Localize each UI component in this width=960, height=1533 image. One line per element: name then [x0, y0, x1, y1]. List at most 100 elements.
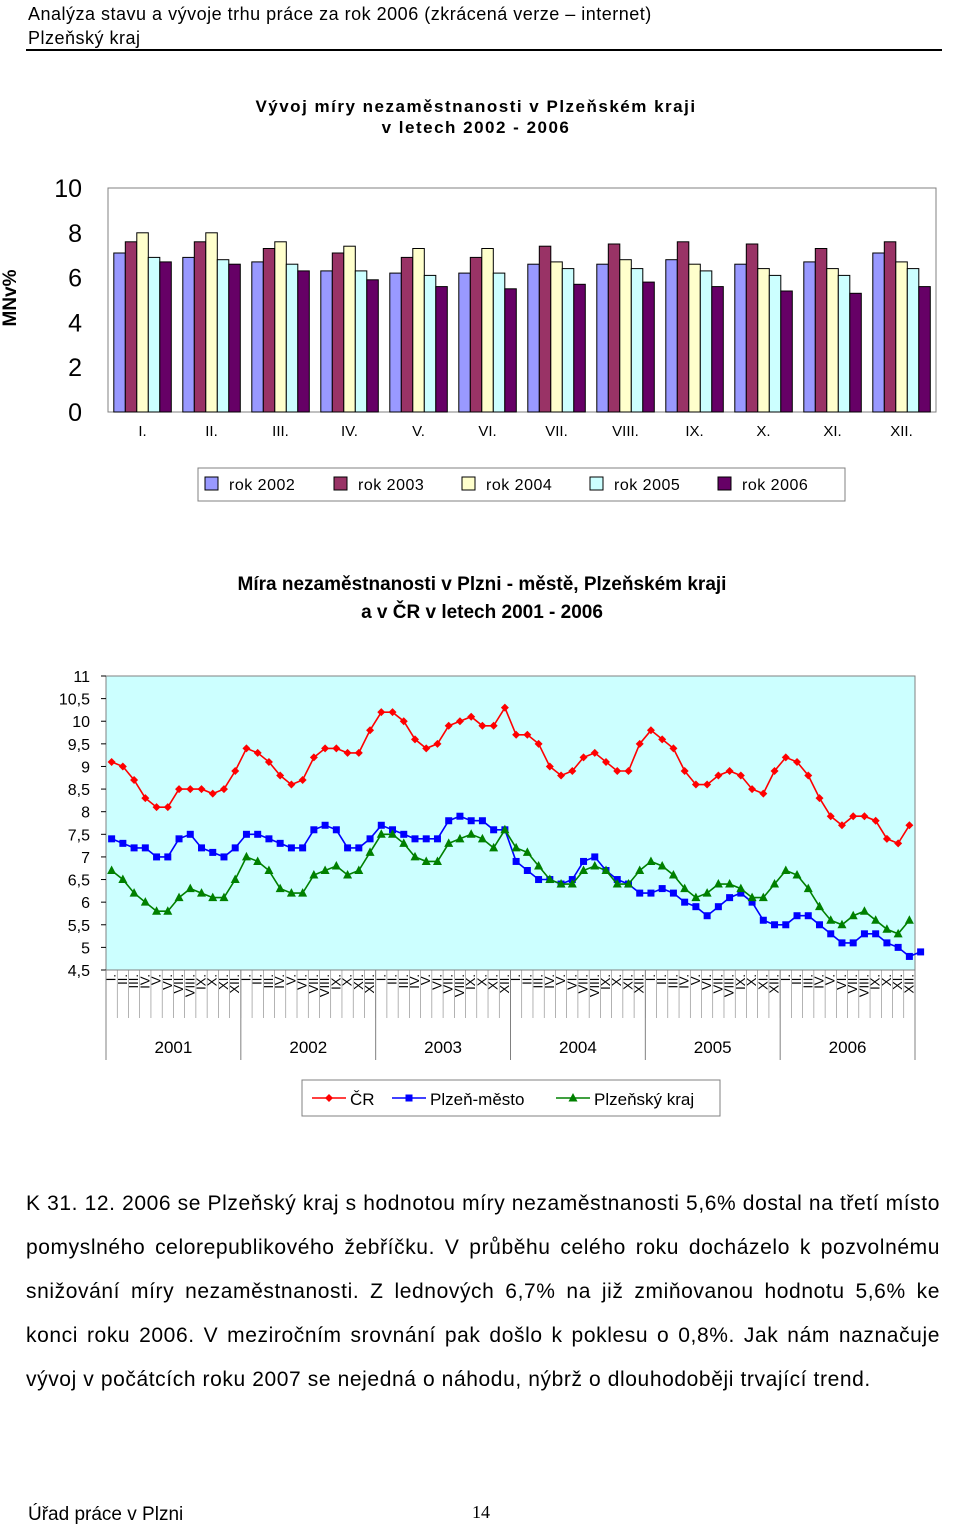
- bar: [504, 288, 517, 413]
- data-point: [759, 789, 768, 798]
- x-tick-label: VII.: [545, 423, 568, 440]
- data-point: [163, 906, 173, 915]
- data-point: [265, 835, 273, 843]
- legend-swatch: [589, 476, 604, 491]
- bar-chart: Vývoj míry nezaměstnanosti v Plzeňském k…: [0, 97, 937, 502]
- data-point: [692, 903, 700, 911]
- x-tick-label: V.: [412, 423, 425, 440]
- data-point: [444, 721, 453, 730]
- y-tick-label: 9: [81, 759, 90, 776]
- data-point: [185, 883, 195, 893]
- x-tick-label: XII.: [890, 423, 913, 440]
- data-point: [332, 826, 340, 834]
- data-point: [804, 771, 813, 780]
- header-line-1: Analýza stavu a vývoje trhu práce za rok…: [28, 4, 652, 24]
- data-point: [814, 901, 824, 911]
- y-tick-label: 8: [81, 805, 90, 822]
- month-label: XII.: [901, 974, 916, 994]
- data-point: [781, 753, 790, 762]
- data-point: [299, 844, 307, 852]
- data-point: [198, 844, 206, 852]
- data-point: [320, 865, 330, 874]
- bar: [630, 268, 644, 413]
- month-label: V.: [823, 974, 838, 985]
- month-label: XII.: [362, 974, 377, 994]
- data-point: [231, 766, 240, 775]
- x-tick-label: X.: [756, 423, 770, 440]
- data-point: [557, 771, 566, 780]
- month-label: XI.: [890, 974, 905, 990]
- data-point: [713, 879, 723, 888]
- data-point: [321, 821, 329, 829]
- month-label: VI.: [834, 974, 849, 990]
- data-point: [647, 889, 655, 897]
- data-point: [410, 735, 419, 744]
- data-point: [691, 780, 700, 789]
- legend-swatch: [333, 476, 348, 491]
- month-label: IV.: [272, 974, 287, 989]
- bar: [699, 270, 713, 413]
- data-point: [680, 766, 689, 775]
- y-tick-label: 11: [73, 669, 90, 686]
- month-label: I.: [373, 974, 388, 981]
- data-point: [276, 839, 284, 847]
- data-point: [119, 839, 127, 847]
- data-point: [535, 876, 543, 884]
- bar: [366, 279, 379, 413]
- bar: [803, 261, 816, 413]
- data-point: [512, 857, 520, 865]
- bar-legend: rok 2002 rok 2003 rok 2004 rok 2005 rok 2006: [197, 467, 846, 502]
- data-point: [770, 879, 780, 888]
- data-point: [612, 879, 622, 888]
- data-point: [793, 912, 801, 920]
- data-point: [164, 853, 172, 861]
- bar: [136, 232, 149, 413]
- paragraph-text: K 31. 12. 2006 se Plzeňský kraj s hodnot…: [26, 1192, 940, 1391]
- data-point: [702, 888, 712, 897]
- month-label: VII.: [710, 974, 725, 994]
- data-point: [422, 744, 431, 753]
- bar: [343, 245, 356, 413]
- data-point: [669, 744, 678, 753]
- bar: [354, 270, 368, 413]
- bar-chart-ylabel: MNv%: [0, 269, 21, 326]
- data-point: [500, 703, 509, 712]
- bar: [389, 272, 402, 413]
- line-legend: ČR Plzeň-město Plzeňský kraj: [301, 1079, 721, 1117]
- data-point: [792, 870, 802, 879]
- line-plot-area: 4,555,566,577,588,599,51010,511I.II.III.…: [59, 669, 925, 1060]
- data-point: [107, 757, 116, 766]
- plot-frame: [105, 675, 916, 971]
- data-point: [737, 889, 745, 897]
- data-point: [343, 870, 353, 879]
- bar: [193, 241, 207, 413]
- month-label: XII.: [227, 974, 242, 994]
- data-point: [658, 885, 666, 893]
- month-label: VII.: [441, 974, 456, 994]
- data-point: [366, 835, 374, 843]
- month-label: IV.: [407, 974, 422, 989]
- legend-label: rok 2004: [486, 477, 552, 494]
- data-point: [286, 888, 296, 897]
- data-point: [377, 708, 386, 717]
- data-point: [477, 833, 487, 843]
- data-point: [837, 919, 847, 929]
- data-point: [568, 1093, 578, 1102]
- data-point: [613, 766, 622, 775]
- data-point: [893, 928, 903, 938]
- data-point: [163, 803, 172, 812]
- year-label: 2004: [559, 1038, 597, 1057]
- data-point: [388, 708, 397, 717]
- data-point: [681, 898, 689, 906]
- series-line: [111, 705, 911, 845]
- month-label: XII.: [497, 974, 512, 994]
- bar-plot-area: 0 2 4 6 8 10 I. II. III. IV. V. VI. VII. VIII. IX. X. XI…: [54, 175, 937, 440]
- bar: [826, 268, 839, 413]
- legend-label: rok 2006: [742, 477, 808, 494]
- header-line-2: Plzeňský kraj: [28, 28, 141, 48]
- bar: [285, 263, 299, 413]
- data-point: [534, 860, 544, 870]
- line-chart: Míra nezaměstnanosti v Plzni - městě, Pl…: [59, 574, 925, 1117]
- y-tick-label: 6,5: [68, 873, 90, 890]
- data-point: [691, 892, 701, 902]
